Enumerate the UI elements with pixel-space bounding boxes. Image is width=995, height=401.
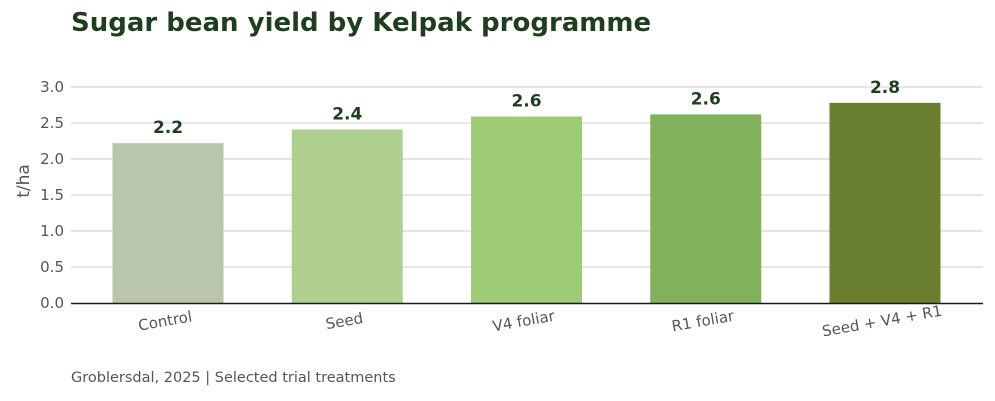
x-tick-label: Seed [324, 309, 364, 333]
bar-v4-foliar [471, 116, 582, 304]
y-axis-label: t/ha [14, 164, 34, 198]
y-tick-label: 0.5 [40, 258, 64, 276]
bar-value-label: 2.2 [153, 118, 183, 138]
value-labels: 2.2 2.4 2.6 2.6 2.8 [153, 78, 900, 138]
x-axis-category-labels: Control Seed V4 foliar R1 foliar Seed + V4 +… [137, 302, 944, 341]
y-tick-label: 2.5 [40, 114, 64, 132]
y-tick-label: 2.0 [40, 150, 64, 168]
chart-title: Sugar bean yield by Kelpak programme [71, 8, 652, 38]
bar-control [112, 143, 224, 303]
bar-value-label: 2.4 [332, 104, 362, 124]
y-tick-label: 0.0 [40, 294, 64, 312]
x-tick-label: Control [137, 308, 194, 335]
y-tick-label: 3.0 [40, 78, 64, 96]
bar-value-label: 2.8 [870, 78, 900, 98]
x-tick-label: V4 foliar [491, 307, 557, 336]
x-tick-label: R1 foliar [670, 307, 736, 336]
bars [112, 102, 941, 304]
bar-r1-foliar [650, 114, 762, 303]
bar-seed [291, 129, 403, 303]
y-axis-ticks: 0.0 0.5 1.0 1.5 2.0 2.5 3.0 [40, 78, 64, 312]
bar-seed-v4-r1 [829, 102, 941, 303]
bar-value-label: 2.6 [691, 89, 721, 109]
x-tick-label: Seed + V4 + R1 [821, 302, 944, 341]
y-tick-label: 1.0 [40, 222, 64, 240]
bar-value-label: 2.6 [511, 92, 541, 112]
chart-footer-note: Groblersdal, 2025 | Selected trial treat… [71, 370, 396, 386]
y-tick-label: 1.5 [40, 186, 64, 204]
